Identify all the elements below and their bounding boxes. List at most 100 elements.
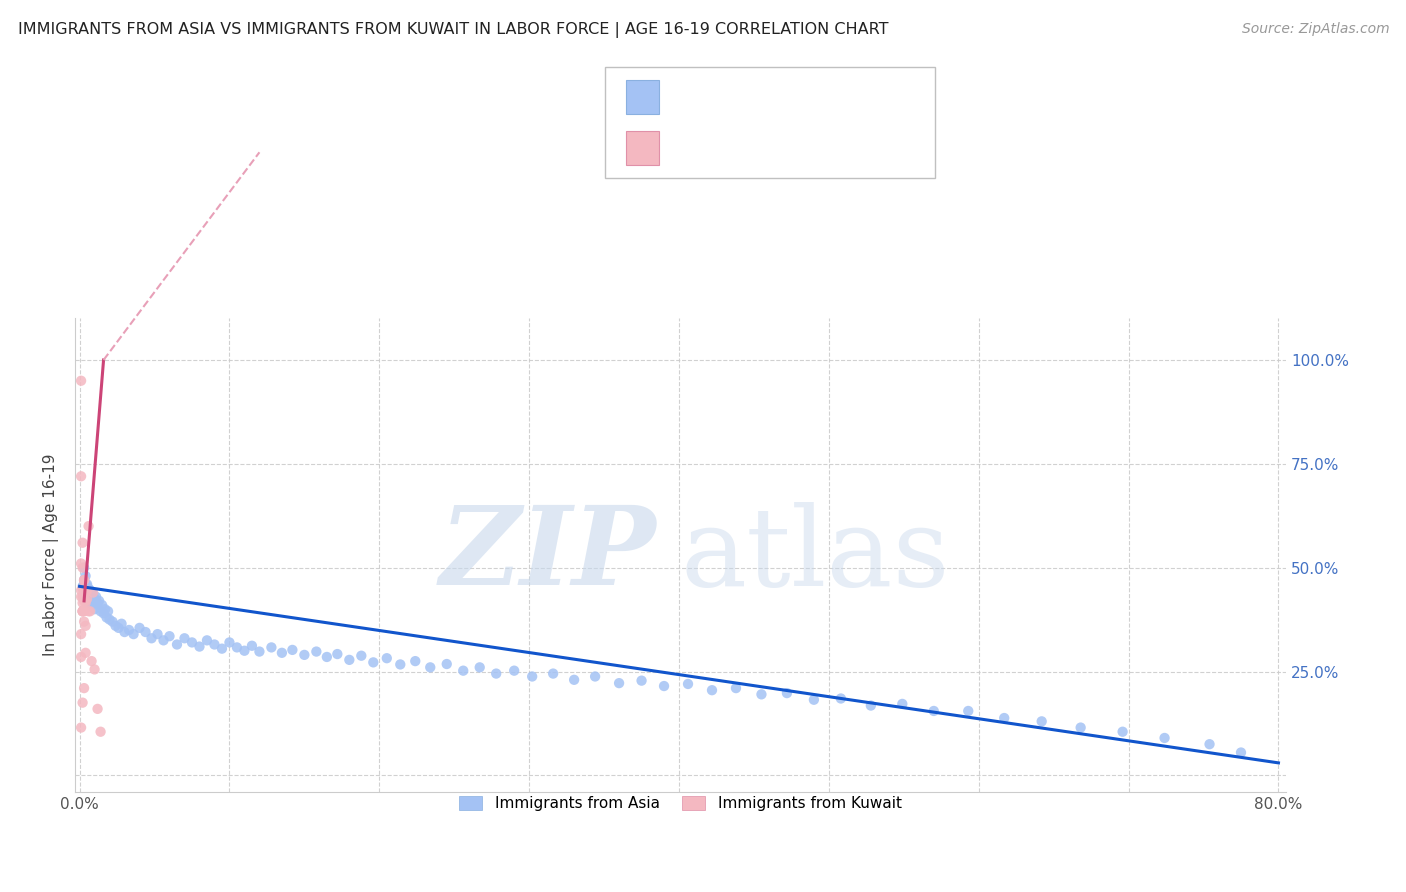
Point <box>803 692 825 706</box>
Point <box>73 560 96 574</box>
Point <box>75 569 97 583</box>
Point <box>73 594 96 608</box>
Point <box>75 594 97 608</box>
Point <box>218 635 240 649</box>
Point <box>451 664 474 678</box>
Point <box>859 698 882 713</box>
Point <box>72 604 94 618</box>
Legend: Immigrants from Asia, Immigrants from Kuwait: Immigrants from Asia, Immigrants from Ku… <box>453 790 908 817</box>
Point <box>90 604 112 618</box>
Point <box>676 677 699 691</box>
Point <box>72 696 94 710</box>
Point <box>485 666 508 681</box>
Point <box>73 583 96 598</box>
Point <box>1153 731 1175 745</box>
Point <box>73 590 96 604</box>
Point <box>73 583 96 598</box>
Point <box>993 711 1015 725</box>
Point <box>260 640 283 655</box>
Y-axis label: In Labor Force | Age 16-19: In Labor Force | Age 16-19 <box>44 454 59 657</box>
Point <box>249 644 271 658</box>
Point <box>830 691 852 706</box>
Point <box>87 594 110 608</box>
Point <box>1070 721 1092 735</box>
Point <box>96 610 118 624</box>
Point <box>73 573 96 587</box>
Point <box>114 625 136 640</box>
Point <box>76 579 98 593</box>
Point <box>541 666 564 681</box>
Point <box>101 615 124 629</box>
Point <box>195 633 218 648</box>
Point <box>118 623 141 637</box>
Point <box>520 669 543 683</box>
Point <box>72 596 94 610</box>
Point <box>98 613 121 627</box>
Point <box>79 583 101 598</box>
Point <box>389 657 412 672</box>
Point <box>73 583 96 598</box>
Point <box>75 619 97 633</box>
Text: R =  0.425   N =  42: R = 0.425 N = 42 <box>673 139 841 157</box>
Point <box>211 641 233 656</box>
Point <box>76 583 98 598</box>
Point <box>292 648 315 662</box>
Point <box>77 590 100 604</box>
Text: IMMIGRANTS FROM ASIA VS IMMIGRANTS FROM KUWAIT IN LABOR FORCE | AGE 16-19 CORREL: IMMIGRANTS FROM ASIA VS IMMIGRANTS FROM … <box>18 22 889 38</box>
Point <box>77 604 100 618</box>
Point <box>93 607 115 621</box>
Point <box>77 582 100 596</box>
Point <box>375 651 398 665</box>
Point <box>72 535 94 549</box>
Point <box>80 596 103 610</box>
Point <box>73 573 96 587</box>
Point <box>630 673 652 688</box>
Point <box>80 654 103 668</box>
Point <box>166 638 188 652</box>
Point <box>75 585 97 599</box>
Point <box>363 656 385 670</box>
Point <box>152 633 174 648</box>
Point <box>188 640 211 654</box>
Point <box>240 639 263 653</box>
Text: ZIP: ZIP <box>440 501 657 609</box>
Point <box>70 721 93 735</box>
Point <box>72 590 94 604</box>
Point <box>122 627 145 641</box>
Point <box>146 627 169 641</box>
Point <box>315 650 337 665</box>
Point <box>75 583 97 598</box>
Point <box>70 374 93 388</box>
Point <box>79 583 101 598</box>
Point <box>79 594 101 608</box>
Point <box>419 660 441 674</box>
Point <box>107 621 129 635</box>
Point <box>350 648 373 663</box>
Point <box>281 643 304 657</box>
Point <box>72 582 94 596</box>
Point <box>83 662 105 676</box>
Point <box>83 591 105 606</box>
Point <box>73 615 96 629</box>
Point <box>181 635 204 649</box>
Point <box>337 653 360 667</box>
Point <box>326 647 349 661</box>
Point <box>75 646 97 660</box>
Point <box>73 573 96 587</box>
Point <box>159 629 181 643</box>
Point <box>83 602 105 616</box>
Point <box>135 625 157 640</box>
Point <box>503 664 526 678</box>
Point <box>1031 714 1053 729</box>
Point <box>1230 746 1253 760</box>
Point <box>70 557 93 571</box>
Point <box>91 598 114 612</box>
Point <box>79 604 101 618</box>
Point <box>73 681 96 695</box>
Point <box>84 590 107 604</box>
Point <box>70 650 93 665</box>
Point <box>75 585 97 599</box>
Point <box>724 681 747 695</box>
Point <box>82 588 104 602</box>
Point <box>73 604 96 618</box>
